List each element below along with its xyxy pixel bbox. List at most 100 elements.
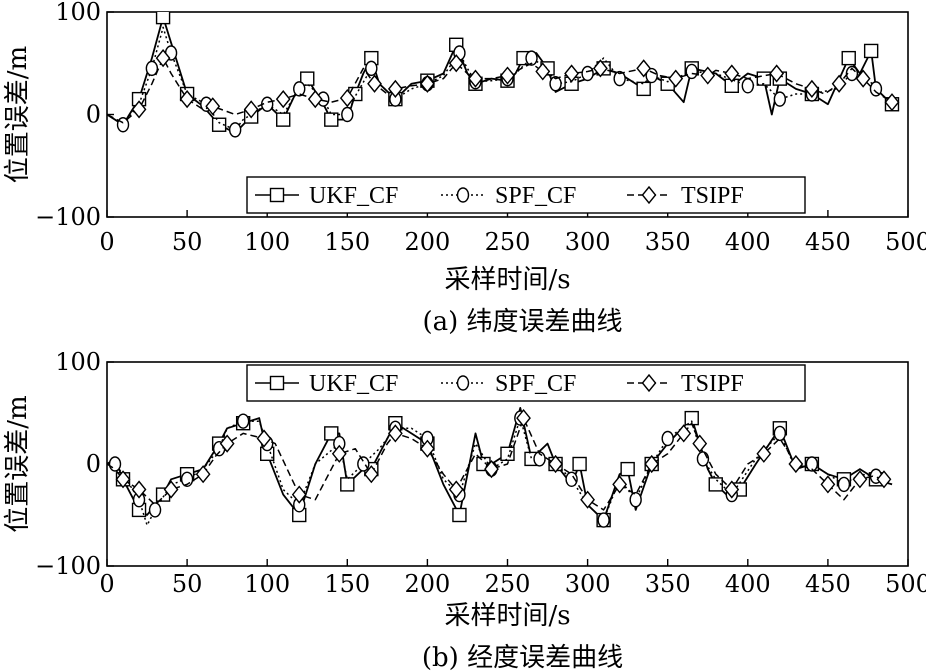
data-point-diamond (548, 454, 563, 474)
data-point-circle (148, 502, 162, 518)
data-point-diamond (500, 66, 515, 85)
data-point-circle (597, 512, 610, 528)
x-axis-label: 采样时间/s (444, 601, 570, 631)
chart-panel-b: 0 50 100 150 200 250 300 350 400 450 500−1000100采样… (3, 348, 926, 672)
data-point-diamond (256, 429, 272, 448)
data-point-square (572, 456, 587, 472)
legend-marker-circle (456, 375, 470, 391)
x-tick-label: 0 (99, 570, 114, 598)
data-point-diamond (535, 62, 551, 81)
data-point-square (324, 112, 339, 127)
x-tick-label: 350 (645, 570, 691, 598)
data-point-circle (581, 65, 594, 82)
data-point-circle (341, 106, 354, 123)
data-point-diamond (612, 475, 628, 494)
data-point-diamond (831, 74, 847, 93)
data-point-circle (613, 70, 626, 87)
x-tick-label: 50 (172, 228, 203, 256)
data-point-diamond (163, 480, 179, 499)
legend-label: TSIPF (681, 183, 744, 209)
data-point-diamond (769, 64, 785, 83)
data-point-circle (685, 63, 698, 80)
y-tick-label: −100 (35, 552, 101, 580)
data-point-diamond (419, 439, 435, 458)
data-point-diamond (636, 59, 652, 78)
data-point-circle (869, 81, 883, 97)
legend-label: SPF_CF (495, 183, 576, 209)
data-point-circle (293, 81, 306, 97)
x-tick-label: 300 (565, 570, 611, 598)
data-point-circle (773, 425, 787, 442)
data-point-circle (696, 451, 710, 467)
data-point-square (841, 50, 856, 66)
x-tick-label: 450 (805, 228, 851, 256)
legend-box (246, 364, 806, 402)
data-point-square (708, 477, 723, 492)
data-point-diamond (676, 424, 692, 443)
chart-panel-a: 0 50 100 150 200 250 300 350 400 450 500−1000100采样… (3, 0, 926, 337)
x-tick-label: 100 (244, 570, 290, 598)
data-point-diamond (884, 93, 900, 112)
data-point-square (620, 461, 635, 477)
y-tick-label: 0 (86, 450, 101, 478)
x-tick-label: 300 (565, 228, 611, 256)
data-point-circle (228, 122, 242, 138)
data-point-circle (661, 430, 674, 447)
data-point-diamond (852, 470, 868, 489)
y-axis-label: 位置误差/m (3, 46, 33, 183)
y-tick-label: 100 (55, 0, 101, 26)
data-point-diamond (367, 74, 382, 93)
data-point-square (211, 117, 227, 132)
data-point-circle (805, 456, 819, 472)
x-tick-label: 200 (404, 228, 450, 256)
y-axis-label: 位置误差/m (3, 395, 33, 532)
data-point-diamond (387, 424, 403, 443)
legend-marker-circle (456, 187, 470, 203)
data-point-diamond (275, 90, 291, 109)
legend-label: SPF_CF (495, 371, 576, 397)
data-point-diamond (307, 90, 323, 109)
data-point-diamond (820, 475, 836, 494)
x-tick-label: 100 (244, 228, 290, 256)
series-tsipf (107, 49, 900, 124)
data-point-diamond (644, 454, 660, 474)
data-point-circle (365, 60, 378, 77)
x-tick-label: 400 (725, 228, 771, 256)
data-point-diamond (115, 470, 131, 489)
x-tick-label: 0 (99, 228, 114, 256)
data-point-diamond (593, 59, 608, 78)
legend-marker-square (269, 375, 285, 391)
data-point-diamond (131, 100, 147, 119)
data-point-circle (533, 451, 546, 467)
x-tick-label: 250 (485, 570, 531, 598)
legend-label: UKF_CF (309, 183, 398, 209)
data-point-square (636, 81, 651, 97)
data-point-square (340, 477, 355, 492)
legend-marker-square (269, 187, 285, 203)
x-axis-label: 采样时间/s (444, 265, 570, 295)
x-tick-label: 200 (404, 570, 450, 598)
series-line (107, 417, 885, 511)
series-line (107, 417, 893, 526)
data-point-diamond (692, 434, 708, 453)
data-point-square (324, 426, 339, 441)
data-point-diamond (387, 79, 403, 98)
data-point-circle (629, 492, 642, 508)
data-point-diamond (419, 74, 435, 93)
data-point-diamond (700, 66, 716, 85)
y-tick-label: −100 (35, 203, 101, 231)
data-point-diamond (179, 90, 195, 109)
data-point-diamond (219, 434, 235, 453)
data-point-diamond (724, 64, 740, 83)
legend: UKF_CF SPF_CF TSIPF (246, 176, 806, 214)
data-point-square (863, 43, 879, 59)
x-tick-label: 400 (725, 570, 771, 598)
data-point-diamond (468, 69, 483, 88)
data-point-circle (837, 476, 851, 493)
x-tick-label: 150 (324, 228, 370, 256)
data-point-diamond (855, 69, 871, 88)
data-point-circle (741, 78, 754, 94)
data-point-circle (645, 67, 658, 84)
legend-label: UKF_CF (309, 371, 398, 397)
